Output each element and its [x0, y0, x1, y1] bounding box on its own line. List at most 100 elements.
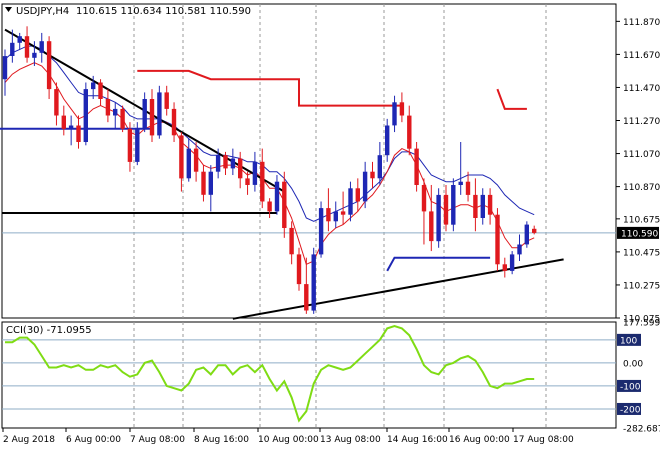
candle-body [289, 227, 294, 255]
candle-body [267, 201, 272, 212]
chart-header-ohlc: 110.615 110.634 110.581 110.590 [76, 6, 251, 17]
candle-body [304, 284, 309, 311]
candle-body [502, 264, 507, 271]
candle-body [149, 99, 155, 136]
candle-body [370, 171, 375, 179]
candle-body [186, 148, 191, 179]
candle-body [274, 181, 280, 212]
candle-body [524, 224, 529, 245]
candle-body [509, 254, 515, 271]
candle-body [480, 194, 485, 218]
candle-body [326, 208, 331, 222]
chart-header-symbol: USDJPY,H4 [16, 6, 69, 17]
cci-tick-box [617, 379, 641, 392]
candle-body [91, 82, 96, 90]
candle-body [473, 194, 478, 218]
candle-body [201, 171, 206, 195]
candle-body [39, 41, 44, 53]
candle-body [362, 171, 368, 202]
candle-body [76, 125, 81, 142]
candle-body [407, 115, 412, 149]
time-tick-label: 2 Aug 2018 [3, 435, 55, 445]
price-tick-label: 110.075 [623, 315, 660, 325]
candle-body [532, 228, 537, 233]
cci-header: CCI(30) -71.0955 [6, 325, 92, 336]
candle-body [46, 41, 52, 90]
candle-body [24, 36, 30, 58]
price-tick-label: 110.675 [623, 215, 660, 225]
candle-body [230, 158, 236, 169]
price-tick-label: 110.870 [623, 183, 660, 193]
candle-body [17, 36, 22, 43]
cci-line [5, 325, 535, 423]
candle-body [2, 56, 8, 80]
cci-tick-label: 177.5993 [623, 319, 660, 329]
level-line [496, 88, 527, 110]
candle-body [487, 194, 493, 215]
candle-body [377, 155, 382, 179]
candle-body [105, 99, 111, 116]
cci-tick-label: 100 [620, 336, 637, 346]
candle-body [282, 181, 287, 228]
price-tick-label: 111.870 [623, 18, 660, 28]
level-line [137, 69, 402, 107]
candle-body [113, 108, 118, 116]
cci-frame [1, 321, 617, 429]
price-panel[interactable] [0, 3, 617, 320]
candle-body [223, 155, 228, 169]
candle-body [68, 125, 74, 129]
trendline [232, 258, 564, 320]
candle-body [340, 211, 346, 215]
cci-tick-label: 0.00 [623, 359, 643, 369]
candle-body [495, 214, 500, 265]
candle-body [215, 155, 221, 172]
candle-body [443, 194, 449, 225]
time-tick-label: 16 Aug 00:00 [449, 435, 510, 445]
price-tick-label: 110.275 [623, 281, 660, 291]
candle-body [429, 211, 434, 242]
time-tick-label: 13 Aug 08:00 [320, 435, 381, 445]
candle-body [348, 188, 353, 215]
candle-body [414, 148, 419, 185]
candle-body [311, 254, 316, 311]
candle-body [392, 102, 397, 126]
candle-body [127, 128, 133, 162]
candle-body [171, 108, 177, 136]
candle-body [260, 161, 265, 202]
current-price-label: 110.590 [621, 229, 658, 239]
price-tick-label: 111.270 [623, 117, 660, 127]
candle-body [83, 89, 88, 142]
candle-body [296, 254, 302, 285]
time-tick-label: 14 Aug 16:00 [387, 435, 448, 445]
cci-tick-label: -200 [620, 405, 641, 415]
time-tick-label: 7 Aug 08:00 [130, 435, 185, 445]
candle-body [333, 211, 338, 222]
cci-tick-label: -282.6879 [623, 425, 660, 435]
candle-body [32, 52, 37, 58]
candle-body [385, 125, 390, 156]
candle-body [436, 194, 441, 242]
price-frame [1, 3, 617, 319]
candle-body [179, 135, 184, 179]
candle-body [61, 115, 66, 129]
price-tick-label: 110.475 [623, 248, 660, 258]
price-tick-label: 111.070 [623, 150, 660, 160]
candle-body [451, 185, 456, 225]
price-tick-label: 111.670 [623, 51, 660, 61]
candle-body [120, 108, 125, 129]
candle-body [318, 208, 324, 255]
candle-body [421, 185, 427, 212]
cci-tick-label: -100 [620, 382, 641, 392]
candle-body [465, 181, 471, 195]
axes: 111.870 111.670 111.470 111.270 111.070 110.8… [2, 7, 660, 445]
cci-tick-box [617, 402, 641, 415]
candle-body [193, 148, 199, 172]
candle-body [399, 102, 405, 116]
time-tick-label: 10 Aug 00:00 [258, 435, 319, 445]
chevron-down-icon [5, 7, 12, 12]
cci-panel[interactable] [1, 321, 617, 429]
time-tick-label: 6 Aug 00:00 [66, 435, 121, 445]
candle-body [355, 188, 360, 202]
candle-body [245, 178, 250, 185]
